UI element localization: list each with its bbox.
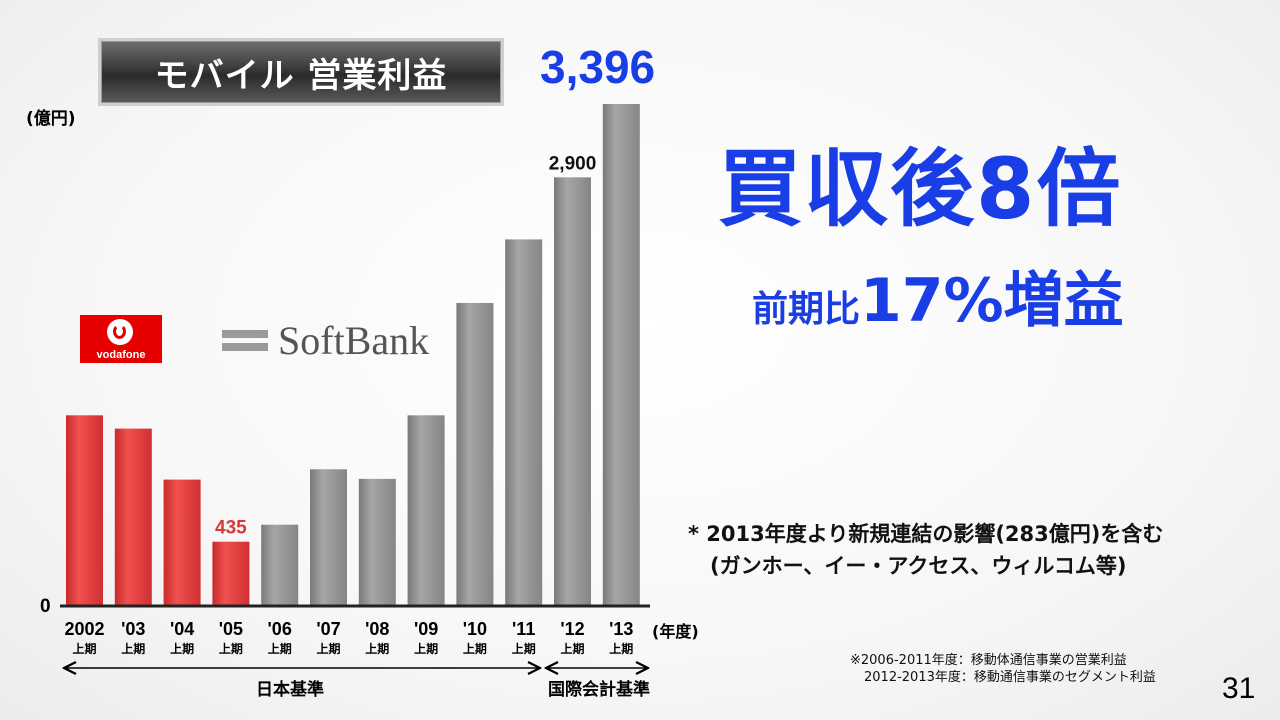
x-tick-label: '12 <box>560 619 584 639</box>
x-tick-period: 上期 <box>414 641 438 656</box>
x-tick-label: '03 <box>121 619 145 639</box>
x-tick-period: 上期 <box>121 641 145 656</box>
vodafone-logo-text: vodafone <box>96 349 146 361</box>
bar-3 <box>212 541 250 606</box>
x-tick-period: 上期 <box>170 641 194 656</box>
data-label-10: 2,900 <box>549 153 597 174</box>
sub-headline-prefix: 前期比 <box>752 289 861 330</box>
slide-title: モバイル 営業利益 <box>98 38 504 106</box>
x-tick-label: '10 <box>463 619 487 639</box>
softbank-logo: SoftBank <box>222 318 429 363</box>
x-tick-period: 上期 <box>219 641 243 656</box>
data-label-3: 435 <box>215 518 247 539</box>
bar-4 <box>261 524 299 606</box>
footnote-line-1: ※2006-2011年度：移動体通信事業の営業利益 <box>850 653 1127 668</box>
highlight-value: 3,396 <box>540 41 656 93</box>
y-tick-label: 0 <box>40 596 51 617</box>
x-tick-label: '13 <box>609 619 633 639</box>
footnote: ※2006-2011年度：移動体通信事業の営業利益 2012-2013年度：移動… <box>850 652 1156 686</box>
note: * 2013年度より新規連結の影響(283億円)を含む (ガンホー、イー・アクセ… <box>688 518 1163 582</box>
x-tick-period: 上期 <box>512 641 536 656</box>
x-tick-period: 上期 <box>316 641 340 656</box>
bar-2 <box>163 479 201 606</box>
bar-0 <box>66 415 103 606</box>
y-unit-label: (億円) <box>26 109 76 129</box>
x-tick-label: 2002 <box>64 619 104 639</box>
sub-headline-growth: 17%増益 <box>860 266 1124 336</box>
x-tick-period: 上期 <box>463 641 487 656</box>
x-tick-label: '07 <box>316 619 340 639</box>
bar-10 <box>554 177 591 606</box>
x-tick-label: '08 <box>365 619 389 639</box>
bar-9 <box>505 239 543 607</box>
x-tick-label: '09 <box>414 619 438 639</box>
x-tick-period: 上期 <box>72 641 96 656</box>
softbank-bars-icon <box>222 325 268 356</box>
vodafone-speechmark-icon <box>107 319 133 345</box>
x-tick-label: '11 <box>512 619 535 639</box>
bar-11 <box>602 104 640 606</box>
x-tick-label: '05 <box>219 619 243 639</box>
sub-headline: 前期比17%増益 <box>752 252 1124 339</box>
footnote-line-2: 2012-2013年度：移動通信事業のセグメント利益 <box>864 670 1156 685</box>
x-tick-period: 上期 <box>365 641 389 656</box>
bar-8 <box>456 302 494 606</box>
bar-5 <box>310 469 347 606</box>
page-number: 31 <box>1222 672 1256 705</box>
note-line-1: * 2013年度より新規連結の影響(283億円)を含む <box>688 522 1164 546</box>
x-tick-period: 上期 <box>609 641 633 656</box>
x-tick-label: '04 <box>170 619 194 639</box>
range-label-japan-gaap: 日本基準 <box>256 679 324 700</box>
headline: 買収後8倍 <box>718 140 1123 238</box>
x-tick-label: '06 <box>268 619 292 639</box>
bar-6 <box>358 478 396 606</box>
x-unit-label: (年度) <box>652 622 699 641</box>
softbank-logo-text: SoftBank <box>278 317 430 363</box>
x-tick-period: 上期 <box>560 641 584 656</box>
bar-1 <box>114 428 152 606</box>
note-line-2: (ガンホー、イー・アクセス、ウィルコム等) <box>710 554 1127 578</box>
range-label-ifrs: 国際会計基準 <box>548 679 650 700</box>
bar-7 <box>407 415 445 606</box>
vodafone-logo: vodafone <box>80 315 162 363</box>
x-tick-period: 上期 <box>268 641 292 656</box>
slide-title-text: モバイル 営業利益 <box>154 55 448 96</box>
